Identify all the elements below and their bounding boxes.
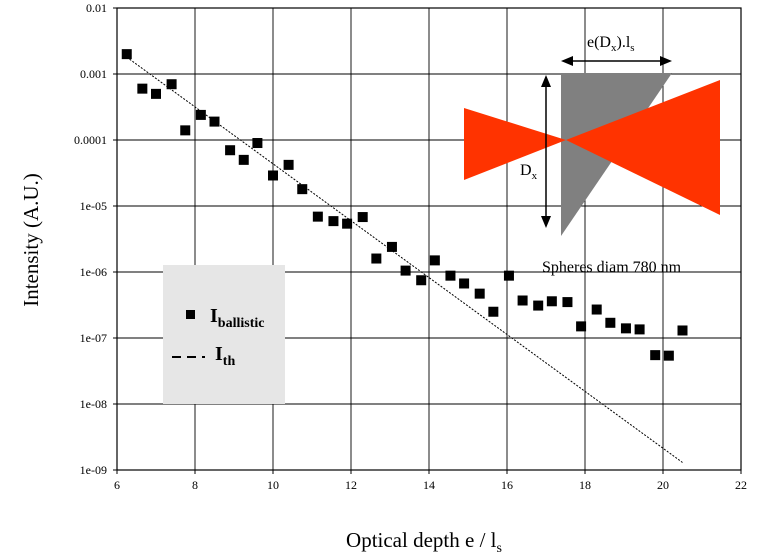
x-tick-label: 16 [501, 478, 513, 492]
y-tick-label: 1e-09 [80, 463, 107, 477]
width-arrow-head-left [561, 56, 573, 66]
x-tick-label: 6 [114, 478, 120, 492]
legend-label-ballistic-main: I [210, 305, 218, 327]
data-point [474, 288, 485, 299]
x-tick-label: 22 [735, 478, 747, 492]
data-point [576, 321, 587, 332]
data-series-theory [126, 56, 683, 463]
x-tick-label: 18 [579, 478, 591, 492]
legend-label-ballistic: Iballistic [210, 305, 264, 331]
width-label-main: e(D [587, 34, 611, 51]
legend-box [163, 265, 285, 404]
width-label-sub: x [611, 42, 617, 54]
data-point [166, 79, 177, 90]
data-point [677, 325, 688, 336]
x-axis-ticks: 6 8 10 12 14 16 18 20 22 [114, 470, 747, 492]
spheres-label: Spheres diam 780 nm [542, 259, 682, 276]
data-point [283, 159, 294, 170]
data-point [650, 350, 661, 361]
legend-label-theory-main: I [215, 343, 223, 365]
data-point [400, 265, 411, 276]
data-point [429, 255, 440, 266]
y-tick-label: 0.001 [80, 67, 107, 81]
x-tick-label: 12 [345, 478, 357, 492]
legend-marker-ballistic [186, 310, 195, 319]
data-point [533, 300, 544, 311]
data-point [663, 350, 674, 361]
data-point [238, 154, 249, 165]
x-axis-title-sub: s [497, 541, 502, 555]
beam-left-cone [464, 108, 566, 180]
y-tick-label: 1e-06 [80, 265, 107, 279]
data-point [195, 109, 206, 120]
y-axis-ticks: 1e-09 1e-08 1e-07 1e-06 1e-05 0.0001 0.001 0.01 [74, 1, 117, 477]
data-point [209, 116, 220, 127]
data-point [357, 212, 368, 223]
data-point [445, 270, 456, 281]
y-axis-title: Intensity (A.U.) [19, 173, 43, 307]
data-point [252, 138, 263, 149]
height-arrow-head-top [541, 75, 551, 87]
annotations: e(Dx).ls Dx Spheres diam 780 nm [520, 34, 682, 276]
data-point [634, 324, 645, 335]
legend: Iballistic Ith [163, 265, 285, 404]
height-label-main: D [520, 162, 532, 179]
data-point [605, 317, 616, 328]
y-tick-label: 1e-05 [80, 199, 107, 213]
x-axis-title: Optical depth e / ls [346, 528, 502, 555]
x-tick-label: 10 [267, 478, 279, 492]
data-point [620, 323, 631, 334]
data-point [546, 296, 557, 307]
y-tick-label: 0.0001 [74, 133, 107, 147]
data-point [312, 211, 323, 222]
data-point [328, 216, 339, 227]
width-arrow-head-right [660, 56, 672, 66]
beam-diagram [464, 73, 720, 236]
y-tick-label: 0.01 [86, 1, 107, 15]
width-label-sub2: s [630, 42, 634, 54]
data-point [342, 218, 353, 229]
data-series-ballistic [121, 49, 688, 361]
height-label: Dx [520, 162, 538, 182]
theory-line [126, 56, 683, 463]
y-tick-label: 1e-08 [80, 397, 107, 411]
data-point [459, 278, 470, 289]
legend-label-theory: Ith [215, 343, 235, 369]
x-tick-label: 20 [657, 478, 669, 492]
width-label-rest: ).l [616, 34, 630, 51]
data-point [416, 275, 427, 286]
data-point [371, 253, 382, 264]
x-tick-label: 14 [423, 478, 435, 492]
data-point [137, 83, 148, 94]
data-point [121, 49, 132, 60]
legend-label-ballistic-sub: ballistic [218, 316, 265, 331]
data-point [517, 295, 528, 306]
width-label: e(Dx).ls [587, 34, 635, 54]
data-point [268, 170, 278, 181]
x-axis-title-main: Optical depth e / l [346, 528, 497, 552]
beam-right-cone [566, 80, 720, 215]
data-point [562, 297, 573, 308]
height-arrow-head-bottom [541, 216, 551, 228]
y-tick-label: 1e-07 [80, 331, 107, 345]
data-point [503, 270, 514, 281]
data-point [297, 184, 308, 195]
legend-label-theory-sub: th [223, 354, 236, 369]
x-tick-label: 8 [192, 478, 198, 492]
data-point [225, 145, 236, 156]
data-point [488, 306, 499, 317]
data-point [151, 88, 161, 99]
data-point [386, 241, 397, 252]
data-point [180, 125, 191, 136]
height-label-sub: x [532, 170, 538, 182]
data-point [591, 304, 602, 315]
